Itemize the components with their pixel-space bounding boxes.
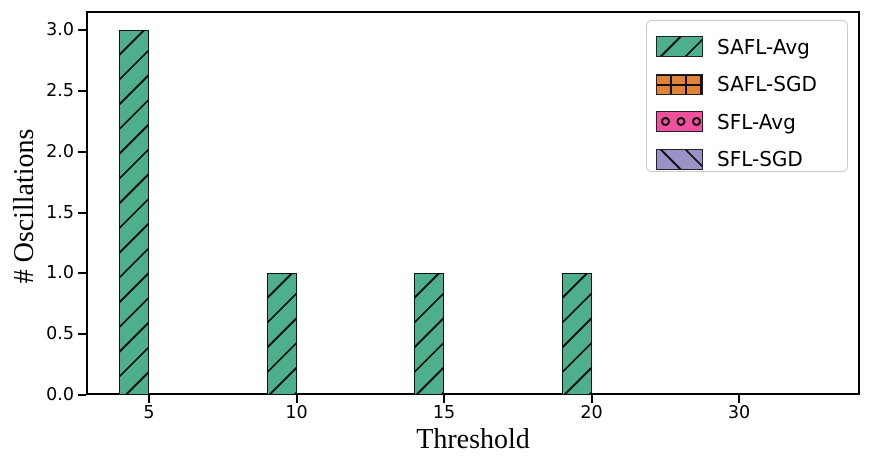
y-tick-label: 2.5 (46, 80, 74, 101)
legend-swatch-plus-icon (656, 73, 703, 95)
x-tick-label: 30 (727, 403, 751, 423)
y-tick-label: 3.0 (46, 20, 74, 40)
plot-area: 0.0 0.5 1.0 1.5 2.0 2.5 3.0 5 10 15 20 30 SAFL-Avg… (46, 11, 860, 423)
y-tick-mark (78, 89, 86, 92)
y-tick-mark (78, 333, 86, 336)
legend: SAFL-Avg SAFL-SGD SFL-Avg SFL-SGD (646, 20, 848, 172)
x-tick-label: 15 (432, 403, 456, 423)
legend-swatch-slash-icon (656, 36, 703, 58)
y-tick-mark (78, 272, 86, 275)
x-tick-mark (443, 395, 445, 403)
legend-label: SFL-SGD (717, 147, 803, 172)
legend-item-sfl-avg: SFL-Avg (647, 103, 847, 141)
y-tick-label: 0.0 (46, 385, 74, 405)
bar-safl-avg-15 (414, 273, 444, 395)
legend-swatch-backslash-icon (656, 148, 703, 170)
y-tick-label: 2.0 (46, 141, 74, 162)
x-tick-label: 20 (580, 403, 603, 423)
x-tick-label: 10 (285, 403, 308, 423)
y-tick-mark (78, 29, 86, 31)
y-tick-mark (78, 211, 86, 214)
bar-safl-avg-10 (266, 273, 297, 395)
legend-rows: SAFL-Avg SAFL-SGD SFL-Avg SFL-SGD (647, 28, 847, 178)
legend-item-sfl-sgd: SFL-SGD (647, 141, 847, 179)
bar-safl-avg-20 (561, 273, 592, 395)
legend-label: SAFL-Avg (717, 34, 810, 59)
legend-label: SFL-Avg (717, 109, 796, 134)
x-tick-mark (295, 395, 298, 403)
y-tick-label: 1.0 (46, 263, 74, 284)
x-tick-mark (738, 395, 740, 403)
x-tick-mark (148, 395, 150, 403)
legend-item-safl-avg: SAFL-Avg (647, 28, 847, 66)
x-tick-mark (590, 395, 593, 403)
x-axis-label: Threshold (416, 424, 530, 455)
legend-swatch-circle-icon (656, 111, 703, 133)
legend-item-safl-sgd: SAFL-SGD (647, 66, 847, 104)
x-tick-label: 5 (143, 403, 155, 423)
y-tick-mark (78, 394, 86, 396)
bar-safl-avg-5 (119, 30, 149, 395)
y-tick-mark (78, 150, 86, 153)
legend-label: SAFL-SGD (717, 72, 817, 97)
y-tick-label: 1.5 (46, 202, 74, 223)
y-tick-label: 0.5 (46, 324, 74, 345)
